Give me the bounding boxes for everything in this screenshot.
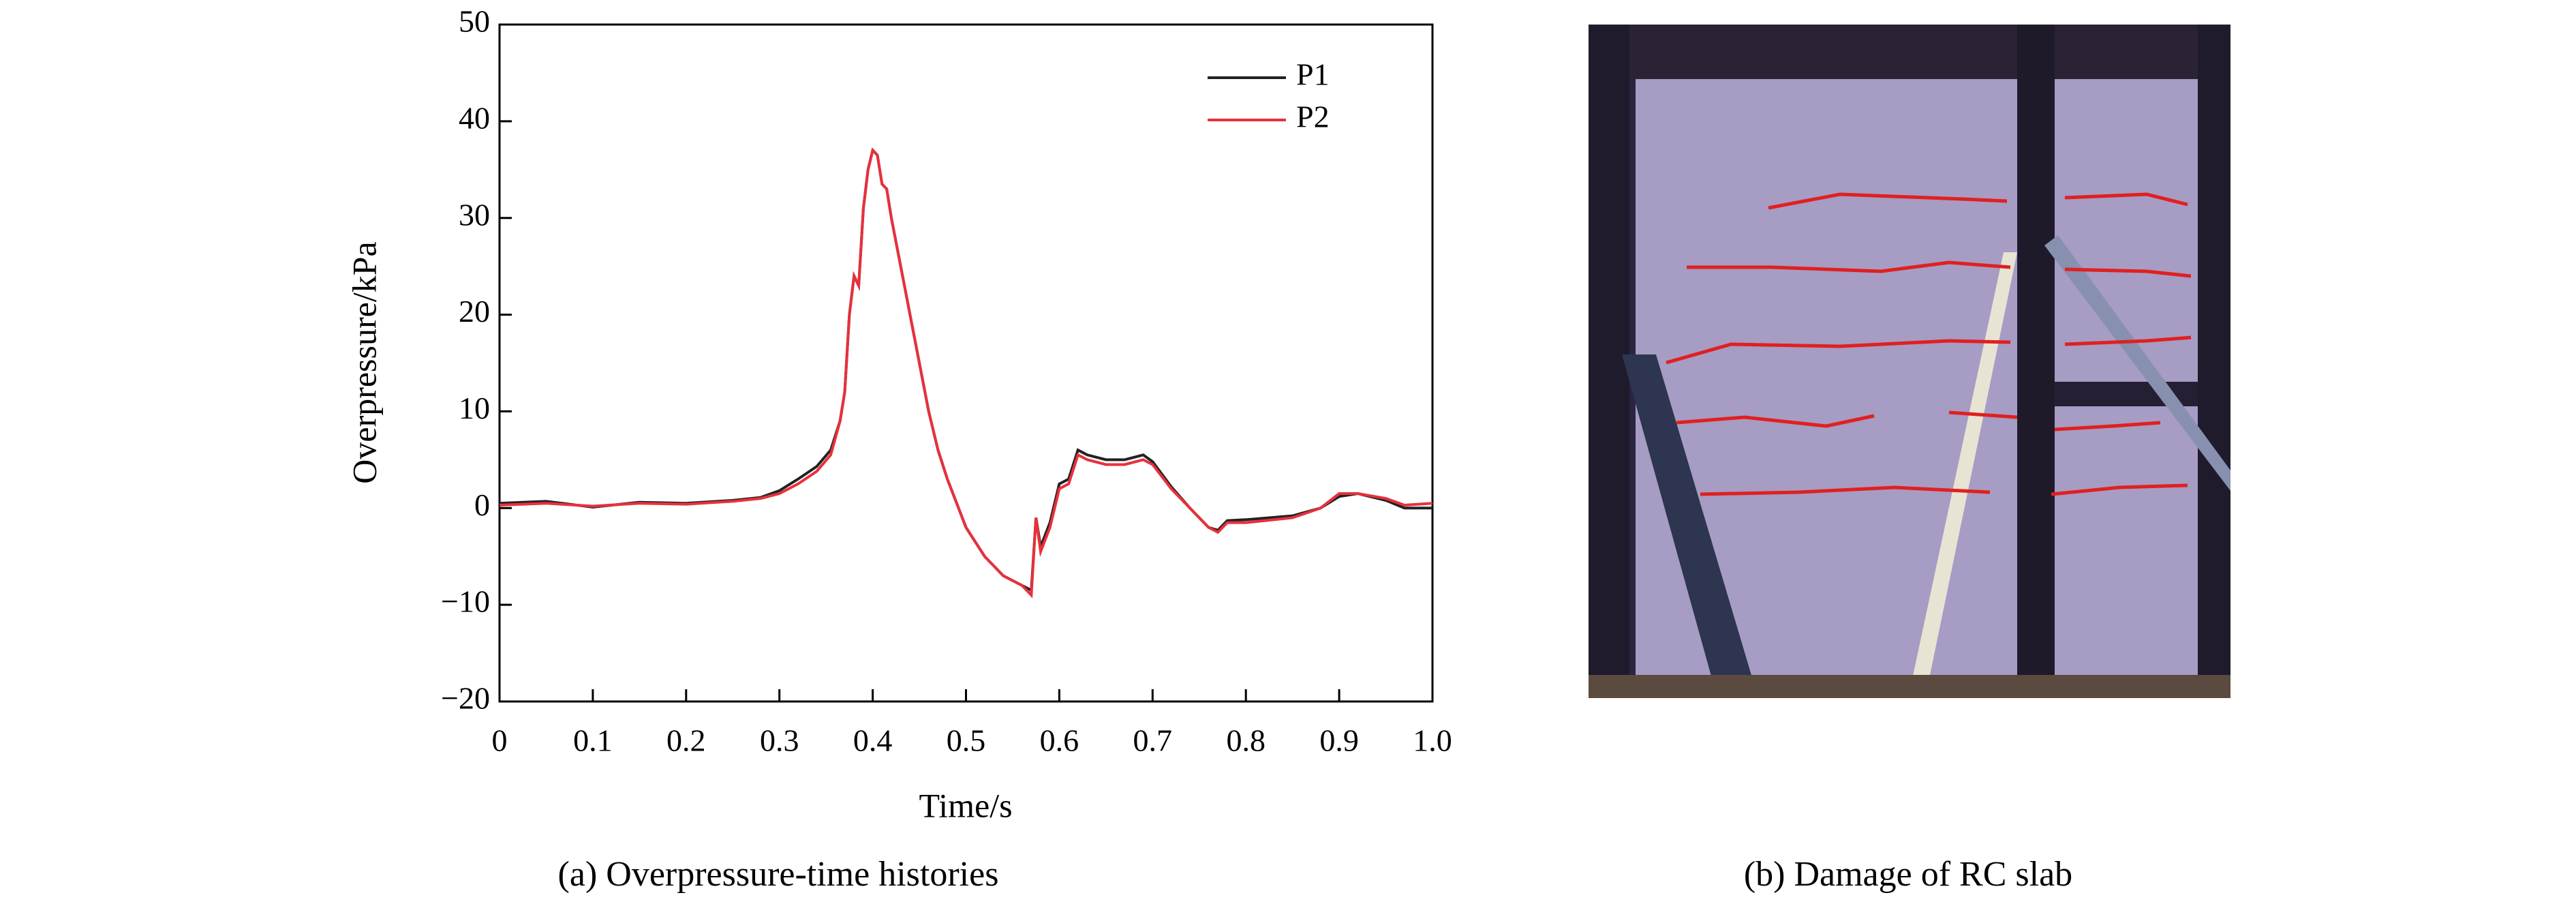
- caption: (a) Overpressure-time histories: [558, 855, 999, 894]
- x-tick-label: 0.9: [1319, 723, 1359, 758]
- legend-label: P1: [1296, 57, 1330, 92]
- x-tick-label: 0.3: [760, 723, 799, 758]
- y-tick-label: 40: [459, 100, 490, 135]
- series-line: [499, 147, 1433, 599]
- x-tick-label: 0.1: [573, 723, 613, 758]
- x-tick-label: 1.0: [1413, 723, 1452, 758]
- caption: (b) Damage of RC slab: [1744, 855, 2072, 894]
- y-tick-label: −10: [441, 584, 490, 619]
- legend-label: P2: [1296, 100, 1330, 134]
- y-tick-label: 30: [459, 197, 490, 232]
- x-tick-label: 0.6: [1040, 723, 1079, 758]
- x-tick-label: 0.8: [1226, 723, 1266, 758]
- y-tick-label: 20: [459, 294, 490, 329]
- y-tick-label: 10: [459, 391, 490, 425]
- y-axis-title: Overpressure/kPa: [345, 241, 383, 483]
- x-axis-title: Time/s: [919, 786, 1012, 824]
- plot-frame: [498, 23, 1434, 703]
- x-tick-label: 0.5: [947, 723, 986, 758]
- y-tick-label: −20: [441, 681, 490, 716]
- x-tick-label: 0.4: [853, 723, 893, 758]
- x-tick-label: 0.7: [1133, 723, 1173, 758]
- y-tick-label: 50: [459, 4, 490, 39]
- photo: [1589, 25, 2230, 698]
- x-tick-label: 0: [492, 723, 508, 758]
- x-tick-label: 0.2: [666, 723, 706, 758]
- y-tick-label: 0: [474, 487, 490, 522]
